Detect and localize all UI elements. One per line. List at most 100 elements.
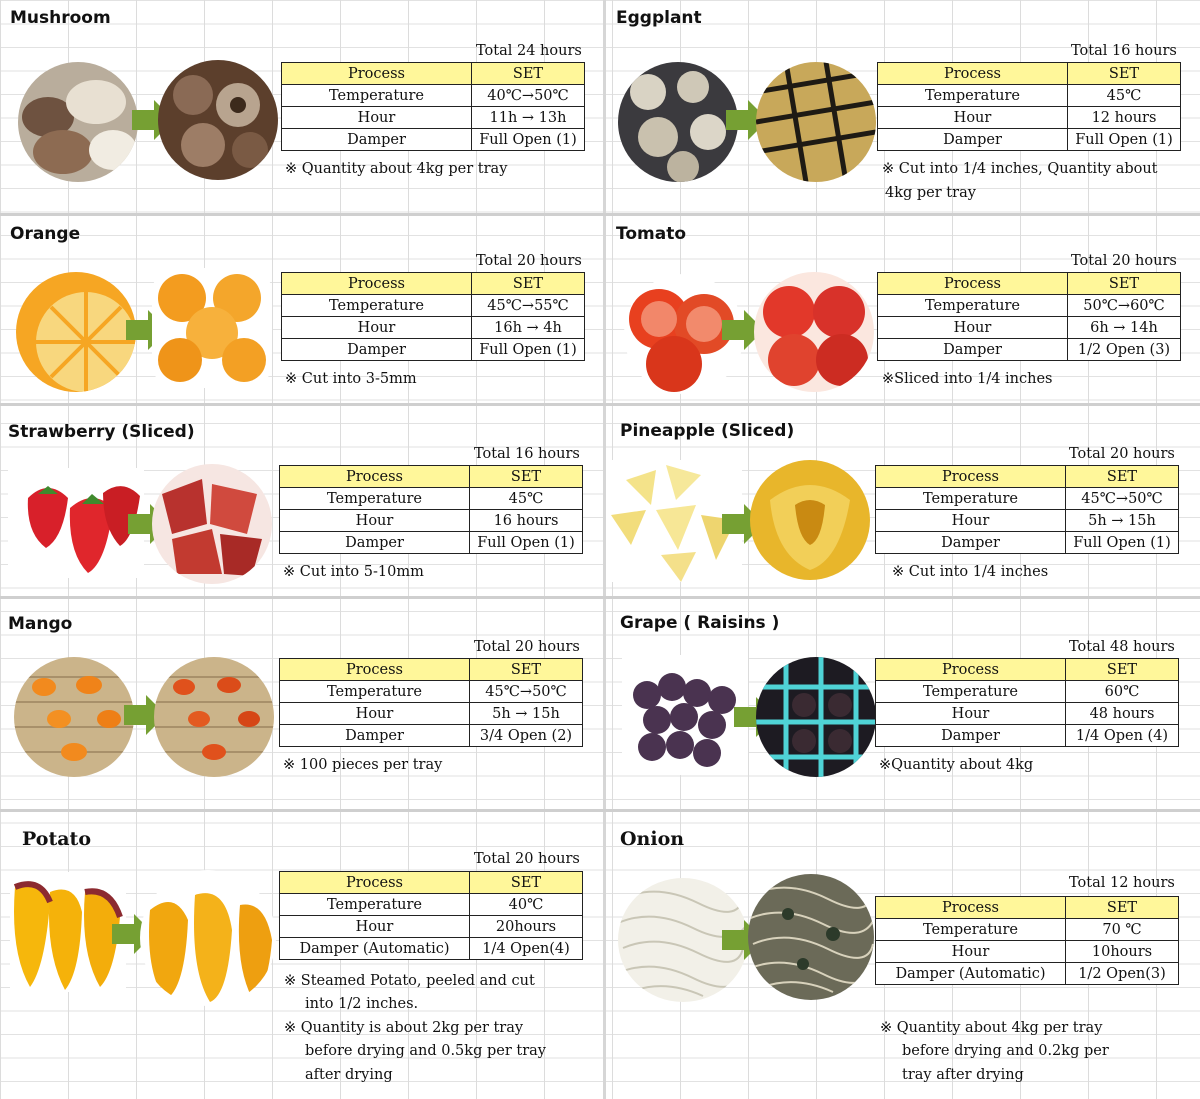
dried-mushroom-image [158, 60, 278, 180]
note: before drying and 0.5kg per tray [305, 1043, 546, 1059]
header-set: SET [469, 658, 583, 681]
set-value: 10hours [1065, 940, 1179, 963]
fresh-mushroom-image [18, 62, 138, 182]
process-label: Temperature [281, 84, 472, 107]
dried-strawberry-image [152, 464, 272, 584]
food-block-mushroom: Mushroom Total 24 hours Process SET Tempe… [0, 0, 600, 212]
total-hours: Total 20 hours [1069, 446, 1175, 462]
total-hours: Total 16 hours [1071, 43, 1177, 59]
process-label: Damper (Automatic) [279, 937, 470, 960]
fresh-pineapple-image [606, 460, 742, 582]
set-value: 60℃ [1065, 680, 1179, 703]
total-hours: Total 20 hours [476, 253, 582, 269]
process-table: Process SET Temperature 40℃→50℃ Hour 11h → … [281, 62, 585, 151]
header-process: Process [279, 658, 470, 681]
process-label: Hour [281, 316, 472, 339]
process-label: Damper [281, 338, 472, 361]
total-hours: Total 20 hours [1071, 253, 1177, 269]
food-block-tomato: Tomato Total 20 hours Process SET Tempera… [606, 216, 1200, 402]
food-title: Potato [22, 828, 91, 850]
food-title: Strawberry (Sliced) [8, 422, 195, 442]
total-hours: Total 12 hours [1069, 875, 1175, 891]
process-label: Hour [279, 915, 470, 938]
total-hours: Total 20 hours [474, 851, 580, 867]
process-label: Damper [877, 128, 1068, 151]
fresh-strawberry-image [8, 468, 144, 578]
set-value: 45℃ [469, 487, 583, 510]
process-label: Temperature [279, 487, 470, 510]
fresh-eggplant-image [618, 62, 738, 182]
process-label: Hour [875, 940, 1066, 963]
note: ※ Cut into 1/4 inches, Quantity about [882, 161, 1158, 177]
process-label: Temperature [875, 918, 1066, 941]
process-label: Damper [875, 724, 1066, 747]
process-table: Process SET Temperature 40℃ Hour 20hours Da… [279, 871, 583, 960]
process-label: Temperature [877, 294, 1068, 317]
header-set: SET [471, 62, 585, 85]
process-label: Hour [281, 106, 472, 129]
set-value: 16 hours [469, 509, 583, 532]
process-label: Hour [875, 702, 1066, 725]
dried-eggplant-image [756, 62, 876, 182]
process-label: Temperature [875, 680, 1066, 703]
header-process: Process [875, 465, 1066, 488]
process-label: Hour [279, 702, 470, 725]
process-table: Process SET Temperature 60℃ Hour 48 hours D… [875, 658, 1179, 747]
header-process: Process [877, 62, 1068, 85]
header-set: SET [1067, 62, 1181, 85]
set-value: 50℃→60℃ [1067, 294, 1181, 317]
note: before drying and 0.2kg per [902, 1043, 1109, 1059]
row-divider [0, 213, 1200, 216]
food-block-mango: Mango Total 20 hours Process SET Temperat… [0, 599, 600, 808]
note: ※Quantity about 4kg [879, 757, 1034, 773]
note: ※Sliced into 1/4 inches [882, 371, 1053, 387]
set-value: Full Open (1) [469, 531, 583, 554]
set-value: Full Open (1) [1067, 128, 1181, 151]
header-set: SET [1065, 658, 1179, 681]
set-value: 1/2 Open(3) [1065, 962, 1179, 985]
set-value: 1/4 Open(4) [469, 937, 583, 960]
header-process: Process [281, 62, 472, 85]
food-block-orange: Orange Total 20 hours Process SET Tempera… [0, 216, 600, 402]
process-table: Process SET Temperature 50℃→60℃ Hour 6h → 1… [877, 272, 1181, 361]
dried-potato-image [140, 870, 276, 1006]
note: ※ Steamed Potato, peeled and cut [284, 973, 535, 989]
process-label: Hour [279, 509, 470, 532]
set-value: 5h → 15h [1065, 509, 1179, 532]
process-table: Process SET Temperature 45℃ Hour 12 hours D… [877, 62, 1181, 151]
set-value: 48 hours [1065, 702, 1179, 725]
process-label: Hour [877, 316, 1068, 339]
dried-onion-image [748, 874, 874, 1000]
food-title: Grape ( Raisins ) [620, 613, 780, 633]
process-label: Damper (Automatic) [875, 962, 1066, 985]
process-label: Temperature [877, 84, 1068, 107]
set-value: 40℃ [469, 893, 583, 916]
process-table: Process SET Temperature 45℃ Hour 16 hours D… [279, 465, 583, 554]
note: 4kg per tray [885, 185, 976, 201]
note: ※ 100 pieces per tray [283, 757, 443, 773]
dried-mango-image [154, 657, 274, 777]
note: ※ Quantity about 4kg per tray [880, 1020, 1103, 1036]
set-value: 45℃→55℃ [471, 294, 585, 317]
food-title: Pineapple (Sliced) [620, 421, 795, 441]
process-label: Damper [877, 338, 1068, 361]
process-label: Damper [279, 531, 470, 554]
total-hours: Total 48 hours [1069, 639, 1175, 655]
row-divider [0, 403, 1200, 406]
note: ※ Cut into 5-10mm [283, 564, 424, 580]
set-value: 45℃→50℃ [1065, 487, 1179, 510]
dried-tomato-image [754, 272, 874, 392]
food-block-onion: Onion Total 12 hours Process SET Temperat… [606, 812, 1200, 1099]
process-table: Process SET Temperature 70 ℃ Hour 10hours D… [875, 896, 1179, 985]
header-set: SET [469, 465, 583, 488]
set-value: 45℃ [1067, 84, 1181, 107]
process-label: Temperature [279, 893, 470, 916]
process-label: Temperature [875, 487, 1066, 510]
process-label: Temperature [281, 294, 472, 317]
food-title: Tomato [616, 224, 687, 244]
set-value: 70 ℃ [1065, 918, 1179, 941]
header-set: SET [1065, 896, 1179, 919]
note: ※ Cut into 1/4 inches [892, 564, 1049, 580]
header-process: Process [875, 658, 1066, 681]
set-value: 11h → 13h [471, 106, 585, 129]
